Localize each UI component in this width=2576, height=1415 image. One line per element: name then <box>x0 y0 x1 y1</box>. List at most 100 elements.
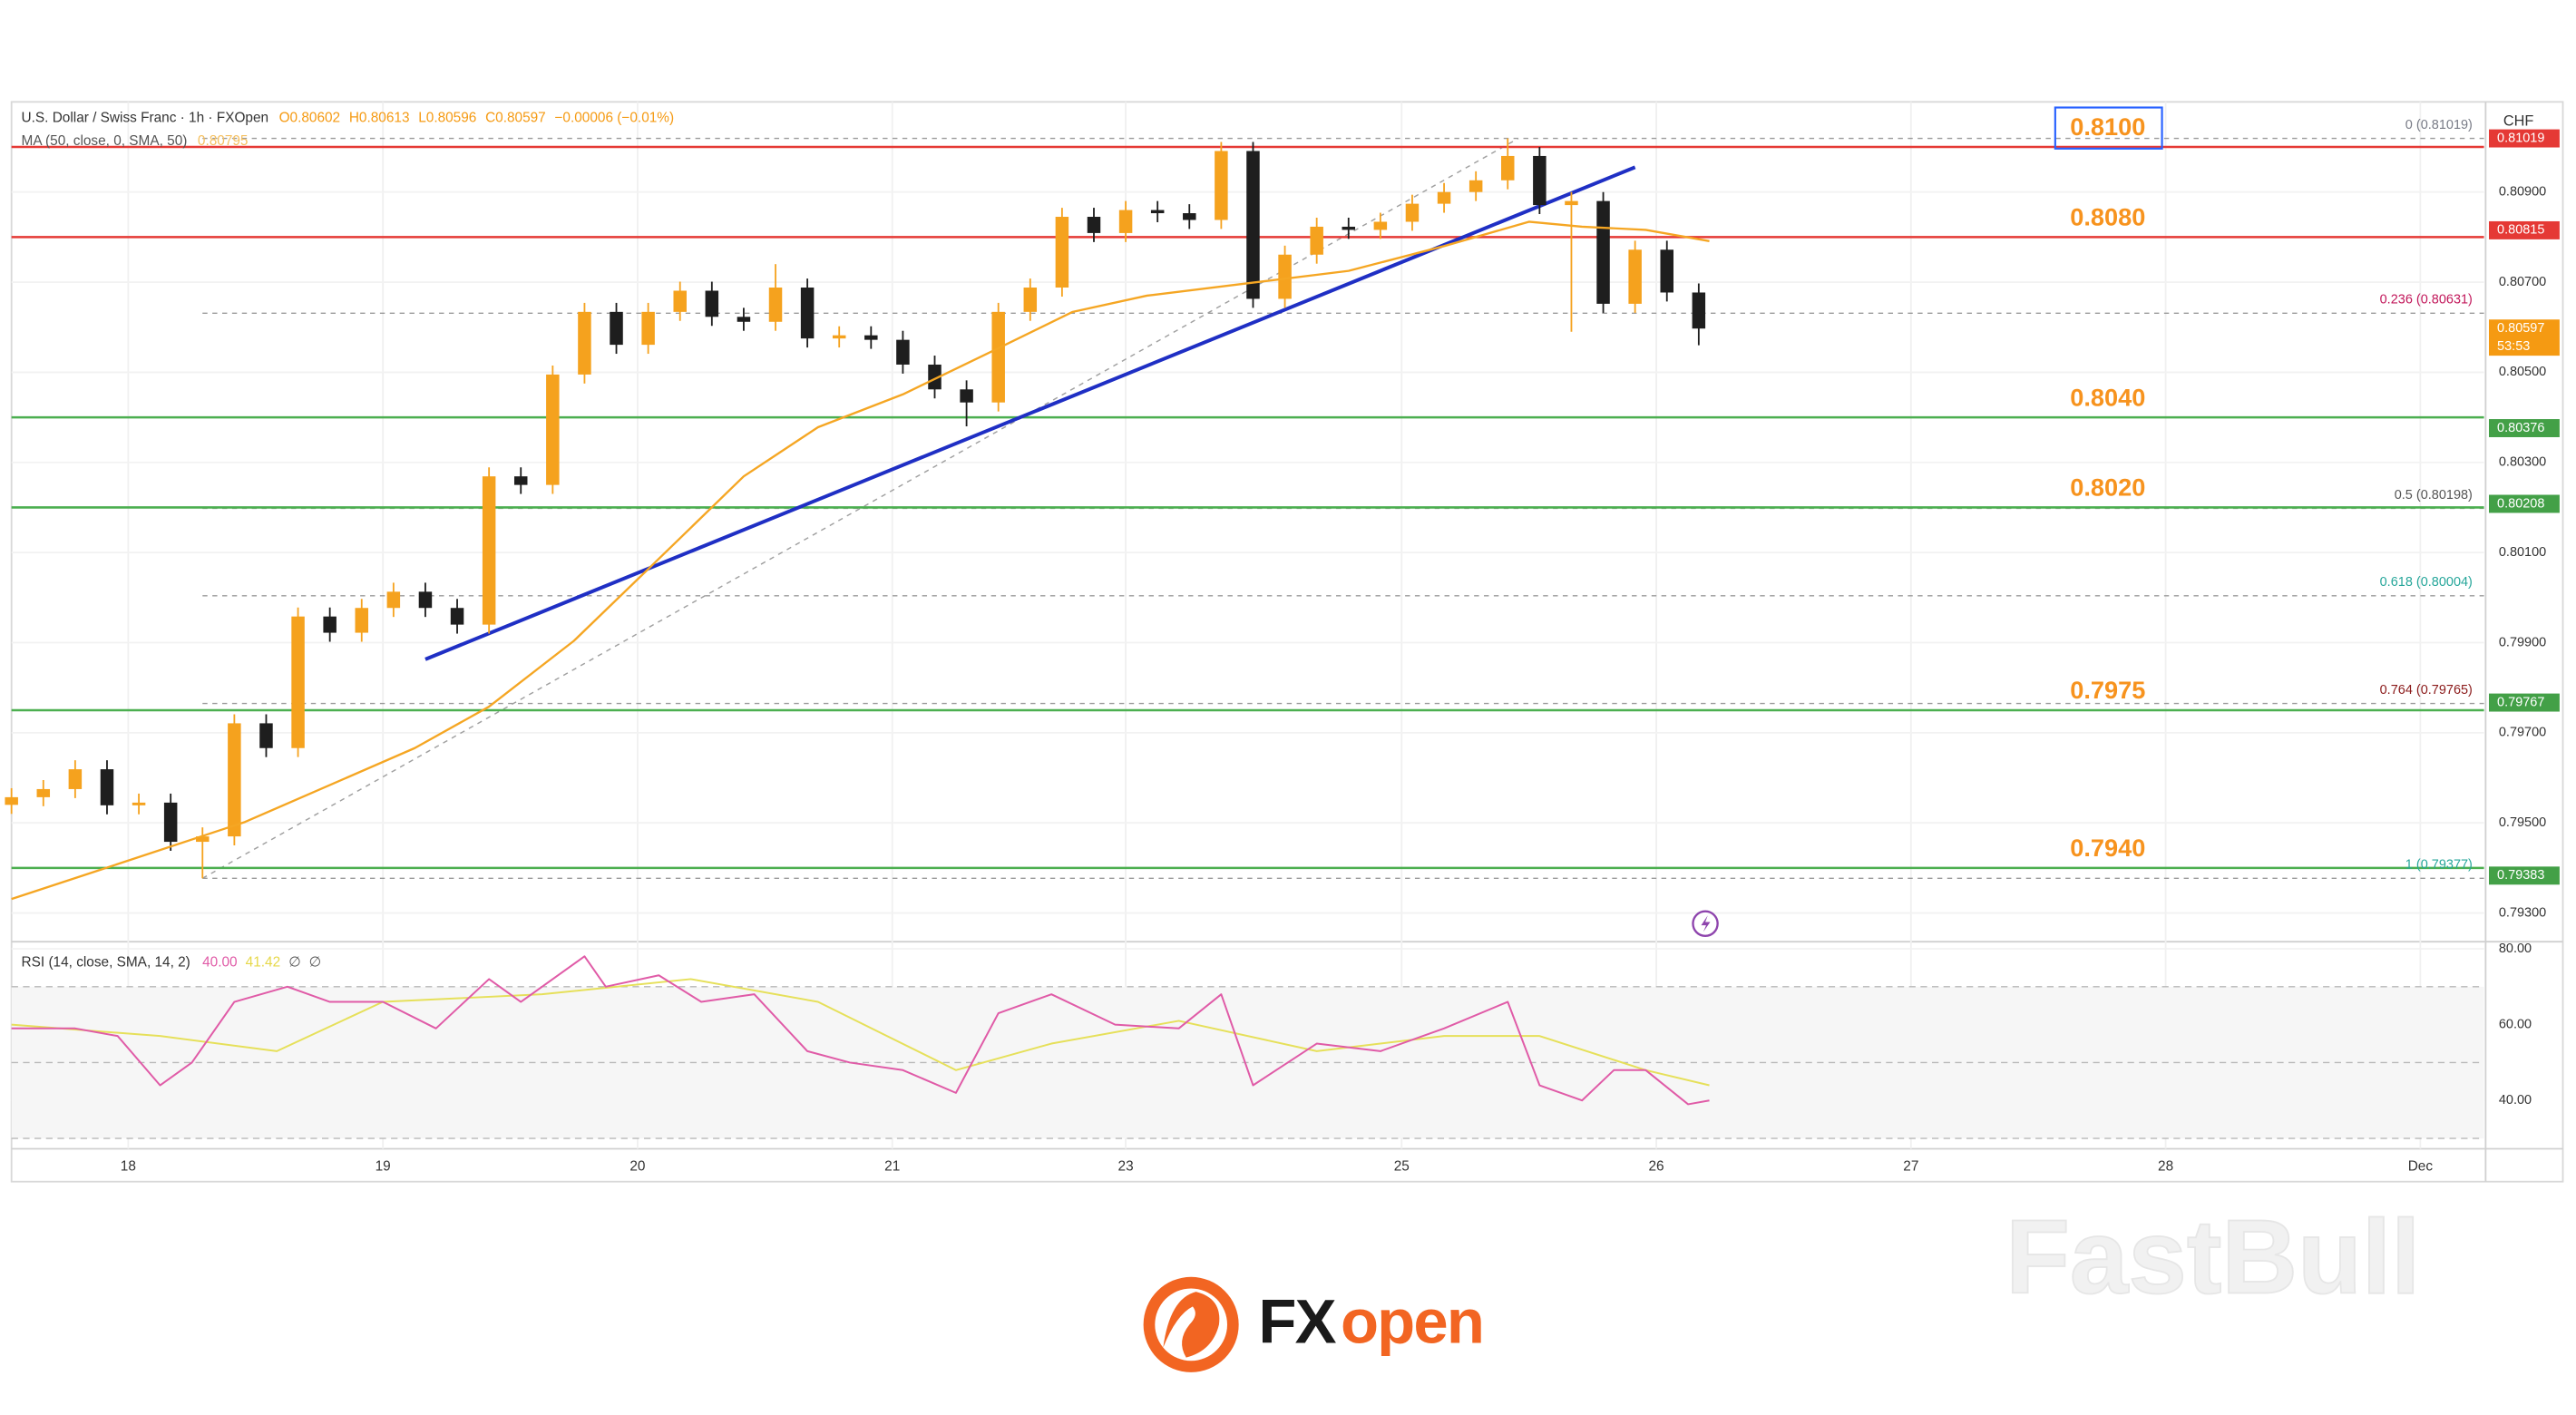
price-badge <box>2489 319 2560 356</box>
label-layer: 18 19 20 21 23 25 26 27 28 Dec 0.79300 0.79500 0.797… <box>121 106 2560 1174</box>
candle-body <box>960 389 973 403</box>
candle-body <box>1183 213 1196 220</box>
candle-body <box>705 290 719 317</box>
candle-body <box>1278 254 1292 299</box>
y-tick-label: 40.00 <box>2499 1093 2532 1108</box>
price-badge-label: 0.79383 <box>2497 868 2544 883</box>
logo-lion <box>1163 1292 1220 1358</box>
candle-body <box>1150 210 1165 214</box>
price-badge-label: 0.81019 <box>2497 131 2544 145</box>
price-badge <box>2489 693 2560 712</box>
fib-label: 0.618 (0.80004) <box>2380 575 2473 590</box>
candle-body <box>196 836 210 843</box>
candle-body <box>1565 200 1578 206</box>
fib-label: 0 (0.81019) <box>2405 118 2473 132</box>
x-tick-label: 21 <box>884 1158 900 1174</box>
ma-value: 0.80795 <box>198 133 249 149</box>
price-badge-label: 0.80376 <box>2497 421 2544 435</box>
candle-body <box>641 311 655 346</box>
unit-label: CHF <box>2503 112 2534 129</box>
annotation-layer <box>11 137 2484 1139</box>
rsi-line <box>11 978 1710 1087</box>
fib-label: 0.5 (0.80198) <box>2395 488 2473 503</box>
chart-frame <box>10 101 2564 1183</box>
candle-body <box>673 290 687 312</box>
price-badge <box>2489 129 2560 148</box>
grid-layer <box>11 102 2484 1149</box>
moving-average <box>11 220 1710 901</box>
y-tick-label: 0.79900 <box>2499 635 2546 649</box>
x-tick-label: Dec <box>2408 1158 2434 1174</box>
rsi-legend-value: 40.00 <box>202 955 237 971</box>
candle-body <box>291 616 305 748</box>
candle-body <box>1660 249 1673 293</box>
candle-body <box>1469 180 1483 192</box>
logo-open: open <box>1341 1286 1483 1356</box>
candle-body <box>1215 151 1228 220</box>
candle-body <box>1373 221 1388 230</box>
price-badge <box>2489 220 2560 239</box>
ma-label: MA (50, close, 0, SMA, 50) <box>22 133 188 149</box>
candle-body <box>1310 226 1323 255</box>
x-tick-label: 23 <box>1118 1158 1134 1174</box>
rsi-legend: RSI (14, close, SMA, 14, 2) 40.00 41.42 ∅ ∅ <box>22 955 322 971</box>
candle-body <box>1692 292 1706 329</box>
candle-body <box>163 802 178 843</box>
y-tick-label: 0.80700 <box>2499 275 2546 289</box>
candle-body <box>355 608 368 633</box>
candle-body <box>896 339 910 365</box>
candle-body <box>100 769 114 805</box>
candle-body <box>768 288 783 322</box>
alert-icon[interactable] <box>1692 910 1719 938</box>
x-tick-label: 27 <box>1903 1158 1918 1174</box>
y-tick-label: 0.80300 <box>2499 455 2546 470</box>
candle-body <box>578 311 591 375</box>
price-badge <box>2489 494 2560 513</box>
fib-label: 0.236 (0.80631) <box>2380 293 2473 307</box>
x-tick-label: 26 <box>1648 1158 1664 1174</box>
symbol-name: U.S. Dollar / Swiss Franc · 1h · FXOpen <box>22 111 269 126</box>
y-tick-label: 0.79700 <box>2499 726 2546 740</box>
fib-label: 0.764 (0.79765) <box>2380 683 2473 698</box>
candle-body <box>1437 191 1451 204</box>
candle-body <box>513 476 528 485</box>
level-label: 0.7940 <box>2070 834 2145 862</box>
price-badge <box>2489 419 2560 437</box>
ma-legend: MA (50, close, 0, SMA, 50) 0.80795 <box>22 133 249 149</box>
rsi-line <box>11 955 1710 1106</box>
symbol-header: U.S. Dollar / Swiss Franc · 1h · FXOpen … <box>22 111 675 126</box>
candle-body <box>1118 210 1133 233</box>
ohlc-value: C0.80597 <box>485 111 546 126</box>
candle-body <box>1628 249 1642 304</box>
ohlc-change: −0.00006 (−0.01%) <box>554 111 674 126</box>
rsi-legend-value: 41.42 <box>246 955 280 971</box>
level-label: 0.8080 <box>2070 203 2145 231</box>
price-badge-label: 0.79767 <box>2497 695 2544 709</box>
y-tick-label: 0.80500 <box>2499 365 2546 379</box>
candle-body <box>991 311 1005 403</box>
candle-body <box>418 591 433 609</box>
candle-body <box>864 335 878 340</box>
candle-body <box>386 591 401 609</box>
candle-body <box>610 311 623 346</box>
candle-body <box>323 616 337 633</box>
fib-label: 1 (0.79377) <box>2405 858 2473 873</box>
candle-body <box>482 476 496 625</box>
price-badge <box>2489 866 2560 885</box>
x-tick-label: 25 <box>1394 1158 1410 1174</box>
candle-body <box>928 364 942 390</box>
candle-body <box>1342 226 1356 230</box>
candle-body <box>1501 155 1515 181</box>
candle-body <box>737 317 751 322</box>
alert-bolt[interactable] <box>1701 915 1711 932</box>
price-badge-label: 0.80208 <box>2497 496 2544 511</box>
candle-body <box>228 723 241 837</box>
level-label: 0.8020 <box>2070 473 2145 502</box>
candle-body <box>450 608 464 625</box>
x-tick-label: 18 <box>121 1158 136 1174</box>
candle-body <box>1246 151 1260 299</box>
logo-fx: FX <box>1258 1286 1336 1356</box>
